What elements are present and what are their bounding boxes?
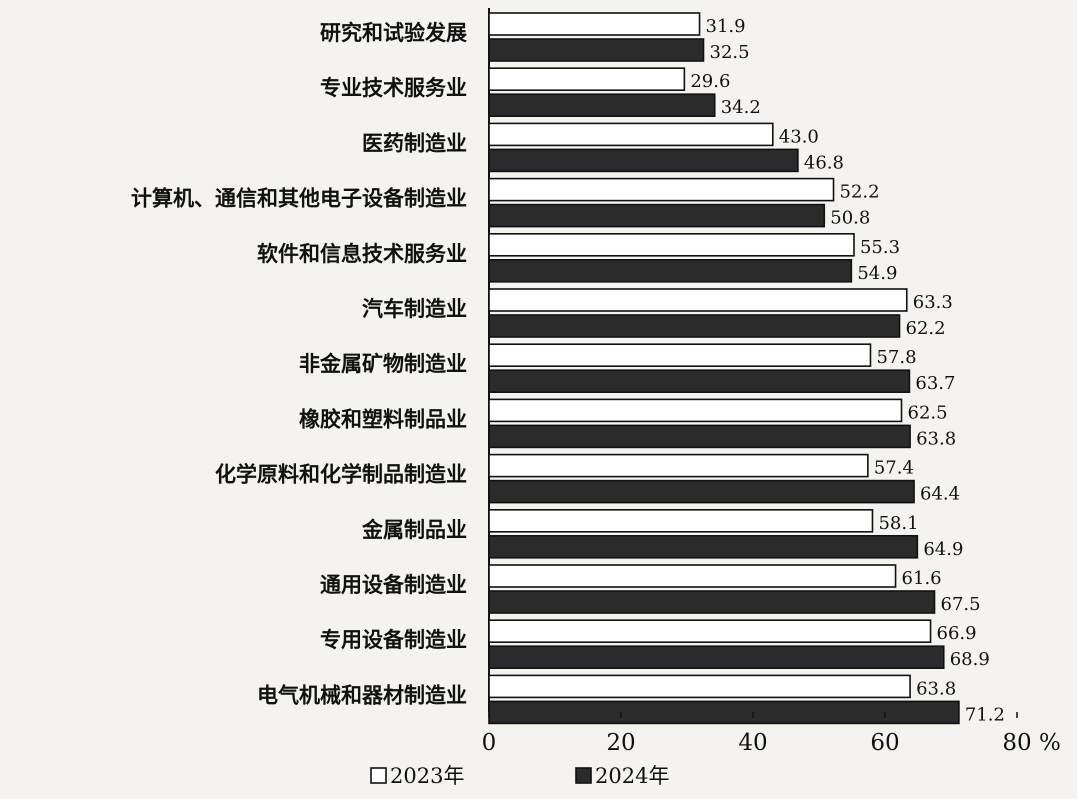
bar-2023: [488, 67, 686, 91]
category-label: 专业技术服务业: [320, 75, 467, 100]
value-label-2024: 62.2: [906, 318, 946, 339]
category-label: 汽车制造业: [362, 296, 467, 321]
value-label-2023: 57.4: [874, 458, 914, 479]
category-label: 化学原料和化学制品制造业: [215, 462, 467, 487]
bar-2024: [488, 38, 705, 62]
bar-2024: [488, 93, 716, 117]
bar-2024: [488, 203, 826, 228]
category-label: 非金属矿物制造业: [299, 351, 467, 376]
bar-2024: [488, 424, 911, 449]
bar-2024: [488, 645, 945, 670]
bar-2024: [488, 534, 919, 559]
category-label: 研究和试验发展: [320, 20, 467, 45]
category-label: 通用设备制造业: [320, 572, 467, 597]
bar-2023: [488, 233, 855, 257]
value-label-2024: 71.2: [965, 704, 1005, 725]
category-label: 电气机械和器材制造业: [257, 682, 467, 707]
value-label-2023: 57.8: [876, 347, 916, 368]
legend-swatch-2023: [370, 767, 387, 784]
bar-2024: [488, 258, 853, 283]
value-label-2024: 67.5: [941, 594, 981, 615]
value-label-2024: 68.9: [950, 649, 990, 670]
value-label-2023: 66.9: [937, 623, 977, 644]
x-tick-label: 80: [1002, 730, 1031, 756]
value-label-2023: 31.9: [706, 16, 746, 37]
legend-swatch-2024: [575, 767, 592, 784]
x-tick-label: 60: [870, 730, 899, 756]
value-label-2024: 64.9: [923, 539, 963, 560]
bar-2023: [488, 453, 869, 478]
value-label-2024: 63.8: [916, 428, 956, 449]
bar-2023: [488, 12, 701, 36]
value-label-2023: 61.6: [902, 568, 942, 589]
bar-2023: [488, 177, 835, 202]
value-label-2024: 63.7: [915, 373, 955, 394]
value-label-2024: 50.8: [830, 208, 870, 229]
value-label-2023: 29.6: [690, 71, 730, 92]
bar-2024: [488, 479, 915, 504]
bar-2023: [488, 619, 932, 644]
bar-2023: [488, 564, 897, 588]
bar-2023: [488, 508, 874, 533]
category-label: 软件和信息技术服务业: [257, 241, 467, 266]
legend-label-2024: 2024年: [595, 764, 669, 788]
bar-2024: [488, 369, 911, 394]
bar-2023: [488, 398, 903, 423]
bar-2024: [488, 314, 901, 338]
value-label-2023: 63.3: [913, 292, 953, 313]
bar-2023: [488, 288, 908, 312]
value-label-2023: 63.8: [916, 678, 956, 699]
bar-2023: [488, 343, 872, 368]
bar-2024: [488, 700, 960, 725]
bar-2023: [488, 122, 774, 147]
category-label: 橡胶和塑料制品业: [299, 406, 467, 431]
category-label: 金属制品业: [361, 517, 467, 542]
value-label-2024: 64.4: [920, 484, 960, 505]
legend-label-2023: 2023年: [390, 764, 464, 788]
value-label-2023: 55.3: [860, 237, 900, 258]
bar-2024: [488, 148, 799, 173]
x-tick-label: 0: [482, 730, 497, 756]
value-label-2024: 34.2: [721, 97, 761, 118]
category-label: 专用设备制造业: [320, 627, 467, 652]
bar-2024: [488, 590, 936, 614]
bar-2023: [488, 674, 911, 699]
value-label-2023: 58.1: [878, 513, 918, 534]
category-label: 医药制造业: [362, 130, 467, 155]
value-label-2023: 62.5: [908, 402, 948, 423]
x-tick-label: 20: [606, 730, 635, 756]
value-label-2024: 32.5: [710, 42, 750, 63]
x-tick-label: 40: [738, 730, 767, 756]
x-unit-label: %: [1039, 730, 1061, 756]
value-label-2023: 43.0: [779, 126, 819, 147]
category-label: 计算机、通信和其他电子设备制造业: [131, 186, 467, 211]
value-label-2024: 46.8: [804, 152, 844, 173]
value-label-2024: 54.9: [857, 263, 897, 284]
value-label-2023: 52.2: [840, 182, 880, 203]
